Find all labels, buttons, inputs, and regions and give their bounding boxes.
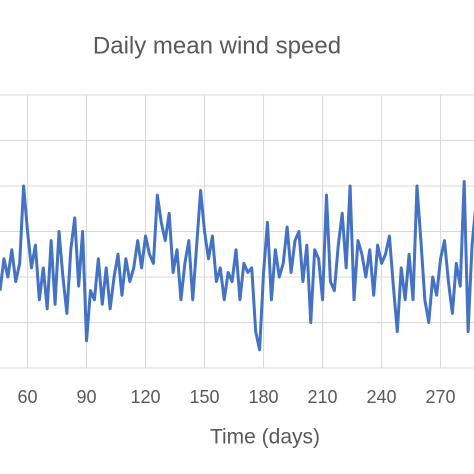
data-line [0, 179, 474, 352]
x-tick-label: 180 [249, 387, 279, 407]
x-tick-label: 120 [131, 387, 161, 407]
x-tick-label: 150 [190, 387, 220, 407]
x-axis-title: Time (days) [210, 426, 320, 449]
x-tick-label: 210 [308, 387, 338, 407]
chart-title: Daily mean wind speed [93, 32, 341, 59]
x-tick-label: 90 [77, 387, 97, 407]
x-tick-label: 60 [18, 387, 38, 407]
x-tick-label: 240 [367, 387, 397, 407]
x-tick-label: 270 [426, 387, 456, 407]
grid [0, 94, 474, 369]
plot [0, 179, 474, 352]
